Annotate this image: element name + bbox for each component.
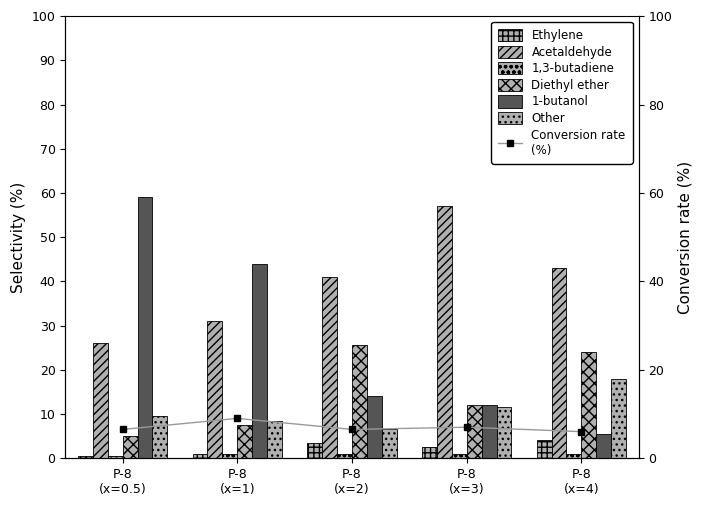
Y-axis label: Conversion rate (%): Conversion rate (%) <box>678 161 693 314</box>
Bar <box>237 425 252 458</box>
Bar <box>611 379 626 458</box>
Bar <box>467 405 482 458</box>
Bar <box>536 441 551 458</box>
Bar <box>137 197 153 458</box>
Conversion rate
(%) <box>233 415 241 421</box>
Bar <box>307 443 322 458</box>
Bar <box>551 268 567 458</box>
Bar <box>93 343 108 458</box>
Conversion rate
(%) <box>348 426 356 432</box>
Bar <box>108 456 122 458</box>
Bar <box>367 396 382 458</box>
Bar <box>267 421 282 458</box>
Bar <box>496 407 511 458</box>
Bar <box>153 416 168 458</box>
Bar <box>422 447 437 458</box>
Bar <box>193 454 208 458</box>
Bar <box>596 434 611 458</box>
Conversion rate
(%) <box>577 428 586 434</box>
Bar <box>437 206 452 458</box>
Bar <box>452 454 467 458</box>
Bar <box>337 454 352 458</box>
Bar <box>208 321 222 458</box>
Bar <box>382 429 397 458</box>
Bar <box>78 456 93 458</box>
Bar <box>252 264 267 458</box>
Bar <box>582 352 596 458</box>
Conversion rate
(%) <box>463 424 471 430</box>
Bar <box>482 405 496 458</box>
Bar <box>352 345 367 458</box>
Bar <box>122 436 137 458</box>
Line: Conversion rate
(%): Conversion rate (%) <box>119 415 585 435</box>
Bar <box>322 277 337 458</box>
Y-axis label: Selectivity (%): Selectivity (%) <box>11 182 26 293</box>
Legend: Ethylene, Acetaldehyde, 1,3-butadiene, Diethyl ether, 1-butanol, Other, Conversi: Ethylene, Acetaldehyde, 1,3-butadiene, D… <box>491 22 633 164</box>
Bar <box>567 454 582 458</box>
Conversion rate
(%) <box>118 426 127 432</box>
Bar <box>222 454 237 458</box>
